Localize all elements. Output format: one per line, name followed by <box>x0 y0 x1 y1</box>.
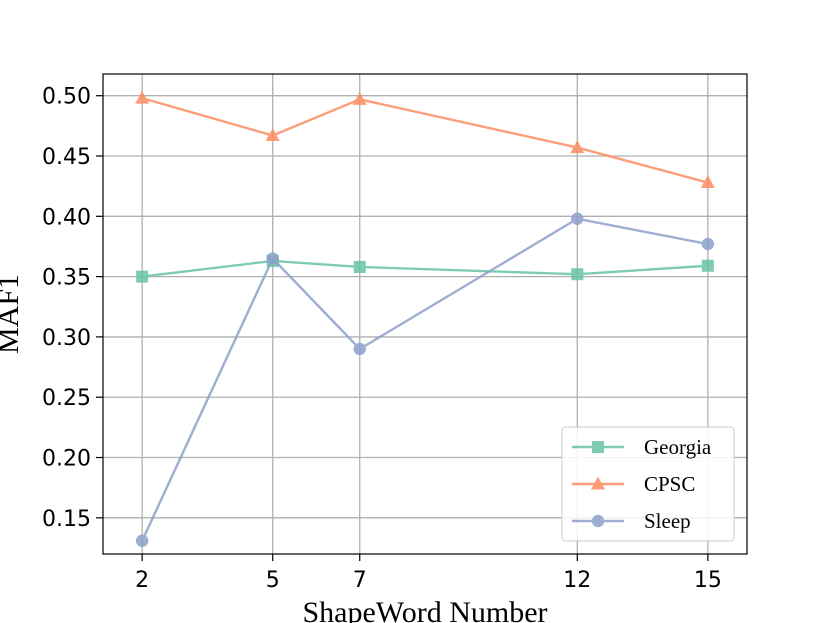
data-point-cpsc <box>265 128 280 142</box>
data-point-georgia <box>136 270 149 283</box>
legend: Georgia CPSC Sleep <box>561 426 735 542</box>
data-point-sleep <box>266 252 279 265</box>
legend-item-georgia <box>572 441 624 453</box>
legend-box <box>561 426 735 542</box>
data-point-sleep <box>571 212 584 225</box>
legend-marker-sleep <box>591 514 605 528</box>
legend-item-sleep <box>572 514 624 528</box>
legend-label-georgia: Georgia <box>644 435 712 459</box>
y-tick-label: 0.30 <box>42 326 91 351</box>
legend-marker-cpsc <box>591 476 605 490</box>
x-tick-label: 7 <box>353 568 367 593</box>
y-tick-label: 0.25 <box>42 386 91 411</box>
data-point-georgia <box>701 259 714 272</box>
legend-marker-georgia <box>592 441 604 453</box>
series-lines <box>135 90 715 547</box>
grid-lines <box>103 74 747 554</box>
legend-label-sleep: Sleep <box>644 509 691 533</box>
series-georgia <box>136 254 714 283</box>
y-axis-title: MAF1 <box>0 274 25 354</box>
y-axis-ticks: 0.15 0.20 0.25 0.30 0.35 0.40 0.45 0.50 <box>42 85 103 532</box>
data-point-sleep <box>135 534 149 547</box>
data-point-cpsc <box>570 140 585 154</box>
data-point-cpsc <box>135 90 150 104</box>
data-point-georgia <box>353 260 366 273</box>
y-tick-label: 0.35 <box>42 266 91 291</box>
series-sleep <box>135 212 715 547</box>
y-tick-label: 0.15 <box>42 507 91 532</box>
y-tick-label: 0.50 <box>42 85 91 110</box>
x-axis-ticks: 2 5 7 12 15 <box>135 554 722 593</box>
y-tick-label: 0.20 <box>42 447 91 472</box>
x-tick-label: 5 <box>266 568 280 593</box>
plot-frame <box>102 73 748 555</box>
x-axis-title: ShapeWord Number <box>302 596 547 623</box>
series-line-cpsc <box>141 96 709 184</box>
x-tick-label: 2 <box>135 568 149 593</box>
legend-label-cpsc: CPSC <box>644 472 695 496</box>
data-point-cpsc <box>700 175 715 189</box>
x-tick-label: 15 <box>694 568 722 593</box>
y-tick-label: 0.40 <box>42 205 91 230</box>
series-line-georgia <box>142 259 708 278</box>
y-tick-label: 0.45 <box>42 145 91 170</box>
legend-item-cpsc <box>572 476 624 490</box>
data-point-georgia <box>571 268 584 281</box>
series-cpsc <box>135 90 715 189</box>
data-point-sleep <box>353 342 366 356</box>
data-point-sleep <box>701 237 715 251</box>
x-tick-label: 12 <box>563 568 591 593</box>
data-point-cpsc <box>352 91 367 105</box>
